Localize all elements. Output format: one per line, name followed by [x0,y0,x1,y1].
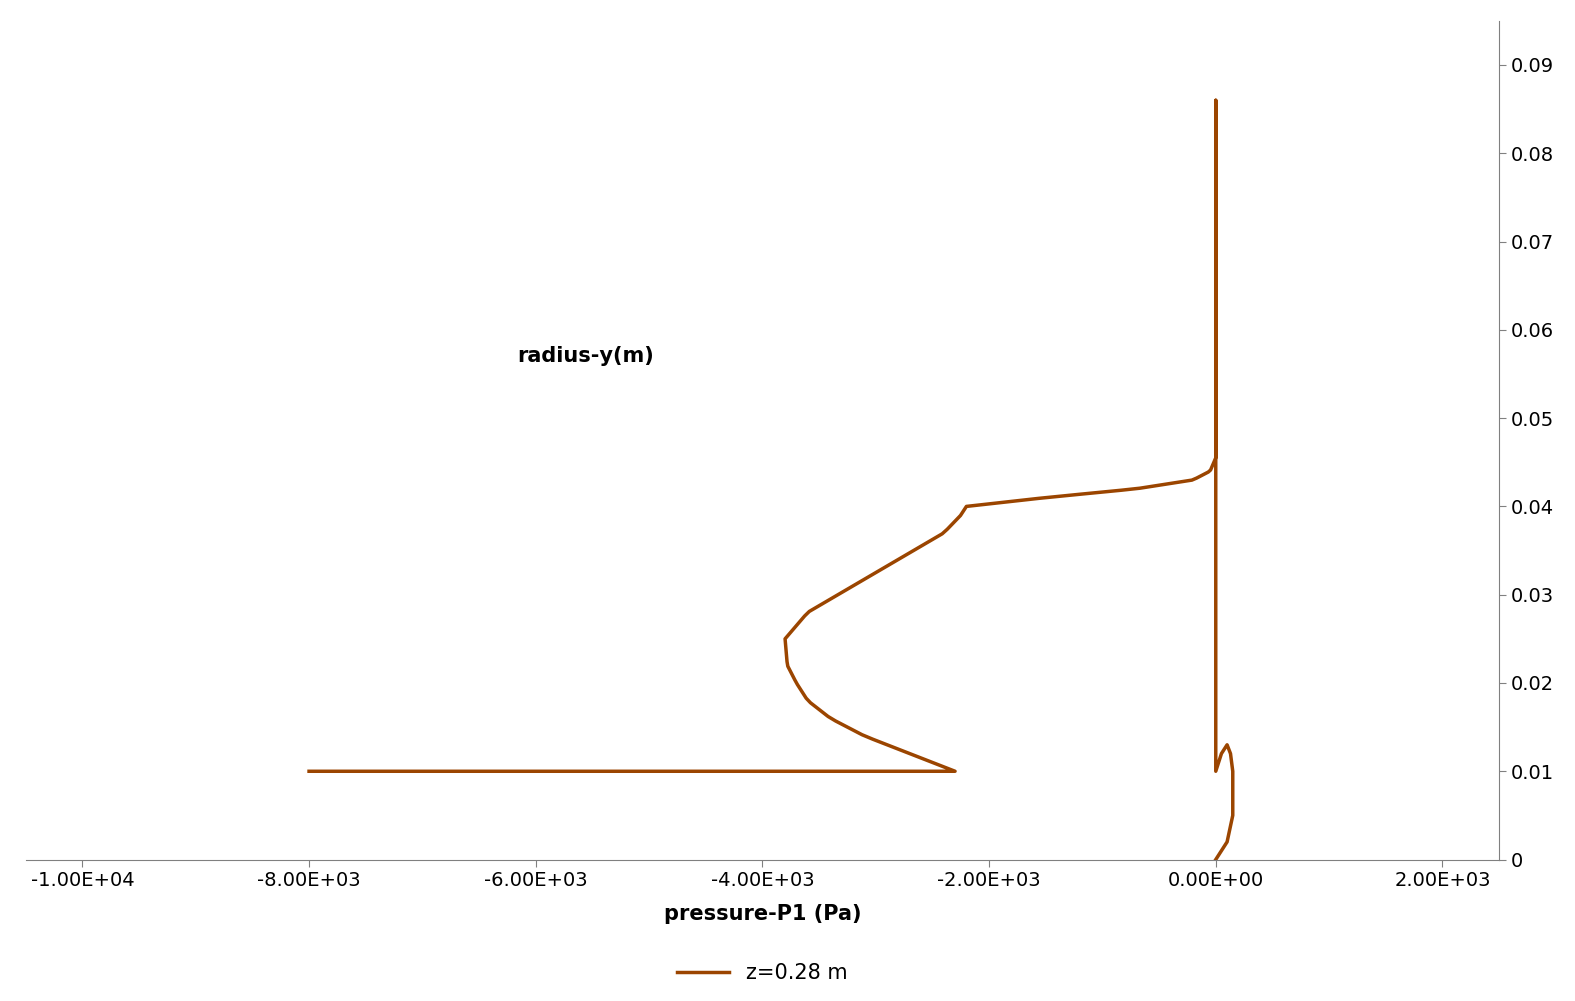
Text: radius-y(m): radius-y(m) [517,346,654,366]
Legend: z=0.28 m: z=0.28 m [669,955,855,992]
X-axis label: pressure-P1 (Pa): pressure-P1 (Pa) [663,904,862,924]
